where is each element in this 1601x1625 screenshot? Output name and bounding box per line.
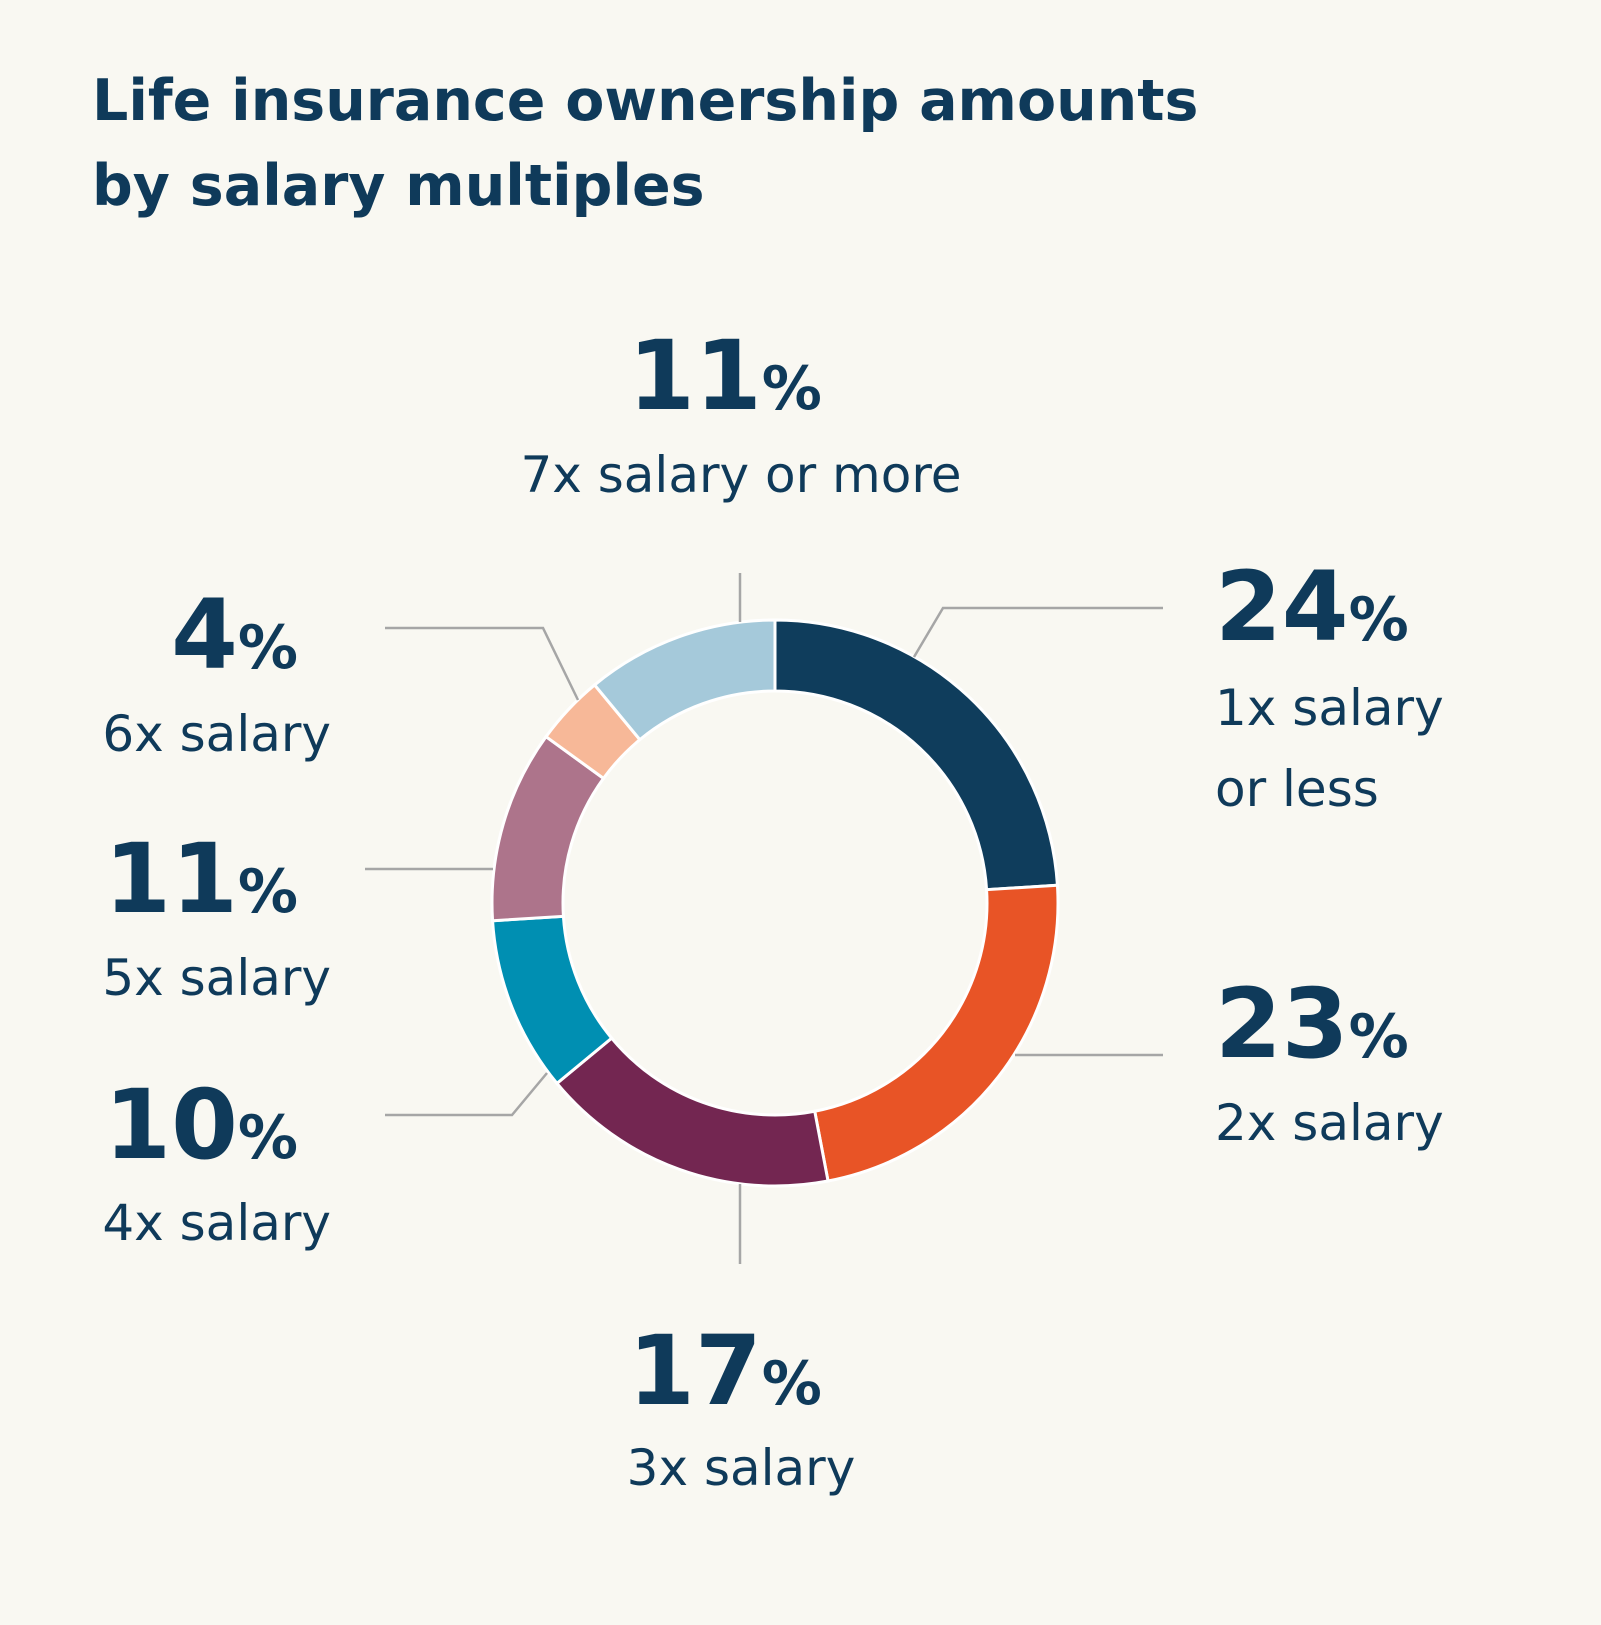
category-label-7x: 7x salary or more: [520, 446, 961, 504]
category-label-6x: 6x salary: [102, 705, 331, 763]
donut-slices: [490, 618, 1060, 1188]
data-label-5x: 11%: [104, 823, 298, 935]
data-label-1x: 24%: [1215, 551, 1409, 663]
chart-title-line-2: by salary multiples: [92, 153, 705, 219]
category-label-2x: 2x salary: [1215, 1094, 1444, 1152]
leader-lines: [365, 573, 1163, 1264]
chart-title-line-1: Life insurance ownership amounts: [92, 68, 1198, 134]
donut-slice-7x-salary-or-more: [592, 618, 777, 742]
data-label-3x: 17%: [628, 1315, 822, 1427]
data-label-4x: 10%: [104, 1069, 298, 1181]
category-label-4x: 4x salary: [102, 1194, 331, 1252]
data-label-6x: 4%: [171, 579, 298, 691]
data-label-7x: 11%: [628, 320, 822, 432]
category-label-1x-line-1: 1x salary: [1215, 679, 1444, 737]
category-label-5x: 5x salary: [102, 949, 331, 1007]
leader-line-1x: [912, 606, 1163, 658]
leader-line-6x: [385, 626, 580, 701]
leader-line-4x: [385, 1072, 548, 1117]
category-label-1x-line-2: or less: [1215, 760, 1379, 818]
category-label-3x: 3x salary: [627, 1439, 856, 1497]
data-label-2x: 23%: [1215, 968, 1409, 1080]
